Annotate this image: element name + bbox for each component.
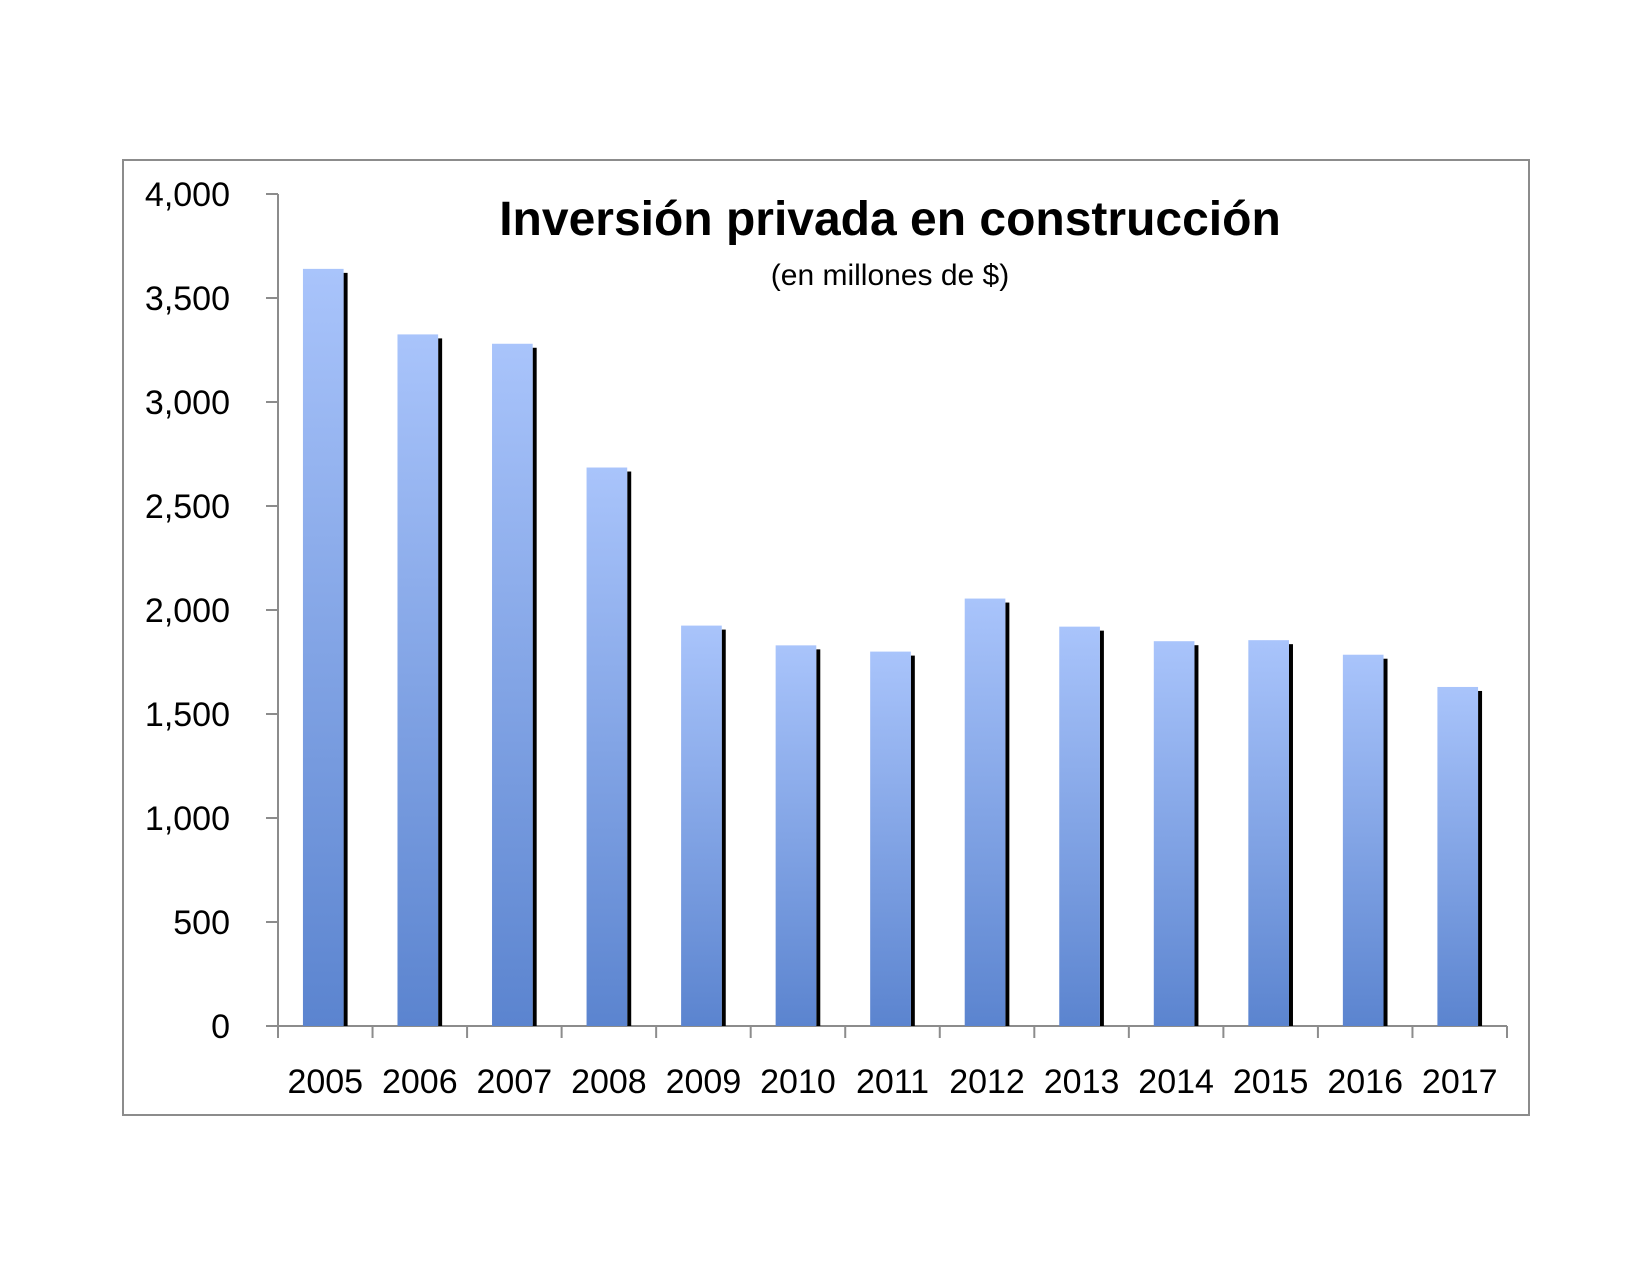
bar-2017 <box>1437 686 1479 1026</box>
x-tick-label: 2012 <box>949 1063 1025 1101</box>
bar-shadow <box>910 655 915 1026</box>
bar-2011 <box>870 651 911 1026</box>
bar-2012 <box>964 598 1006 1026</box>
bar-2015 <box>1248 640 1289 1026</box>
chart-frame <box>122 159 1530 1116</box>
y-tick-label: 3,500 <box>145 280 230 318</box>
y-tick-label: 4,000 <box>145 176 230 214</box>
bar-shadow <box>1383 658 1388 1026</box>
bar-2009 <box>681 625 722 1026</box>
bar-2005 <box>302 268 344 1026</box>
x-tick-label: 2005 <box>287 1063 363 1101</box>
bar-shadow <box>532 347 537 1026</box>
bar-shadow <box>1288 644 1293 1026</box>
y-tick-label: 1,000 <box>145 800 230 838</box>
bar-2016 <box>1342 654 1384 1026</box>
bar-shadow <box>816 649 821 1026</box>
x-tick-label: 2015 <box>1233 1063 1309 1101</box>
y-tick-label: 500 <box>173 904 230 942</box>
x-tick-label: 2011 <box>856 1063 929 1101</box>
bar-shadow <box>438 338 443 1026</box>
bar-shadow <box>1194 645 1199 1026</box>
bar-shadow <box>1005 602 1010 1026</box>
bar-shadow <box>343 272 348 1026</box>
bar-shadow <box>1099 630 1104 1026</box>
x-tick-label: 2008 <box>571 1063 647 1101</box>
x-tick-label: 2016 <box>1327 1063 1403 1101</box>
bars <box>302 268 1483 1026</box>
y-tick-label: 1,500 <box>145 696 230 734</box>
chart-title: Inversión privada en construcción <box>499 193 1281 246</box>
x-axis: 2005 2006 2007 2008 2009 2010 2011 2012 2013 2014… <box>277 1025 1508 1101</box>
x-tick-label: 2010 <box>760 1063 836 1101</box>
bar-shadow <box>721 629 726 1026</box>
bar-shadow <box>1478 690 1483 1026</box>
bar-2008 <box>586 467 628 1026</box>
bar-shadow <box>627 471 632 1026</box>
y-tick-label: 2,500 <box>145 488 230 526</box>
y-tick-label: 2,000 <box>145 592 230 630</box>
bar-2013 <box>1059 626 1100 1026</box>
bar-2006 <box>397 334 439 1026</box>
bar-2014 <box>1153 641 1195 1026</box>
y-axis: 0 500 1,000 1,500 2,000 2,500 3,000 3,500 4,000 <box>145 176 279 1046</box>
y-tick-label: 3,000 <box>145 384 230 422</box>
bar-2007 <box>492 343 533 1026</box>
chart-subtitle: (en millones de $) <box>771 259 1009 292</box>
x-tick-label: 2014 <box>1138 1063 1214 1101</box>
bar-2010 <box>775 645 817 1026</box>
x-tick-label: 2017 <box>1422 1063 1498 1101</box>
x-tick-label: 2007 <box>477 1063 553 1101</box>
y-tick-label: 0 <box>211 1008 230 1046</box>
x-tick-label: 2013 <box>1044 1063 1120 1101</box>
x-tick-label: 2006 <box>382 1063 458 1101</box>
x-tick-label: 2009 <box>666 1063 742 1101</box>
